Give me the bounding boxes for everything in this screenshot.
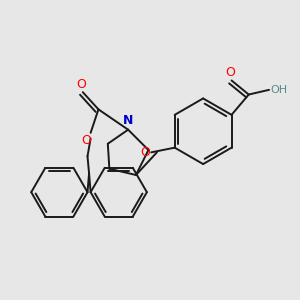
Text: O: O bbox=[225, 66, 235, 79]
Text: N: N bbox=[123, 114, 133, 127]
Text: OH: OH bbox=[271, 85, 288, 95]
Text: O: O bbox=[76, 78, 86, 91]
Text: O: O bbox=[81, 134, 91, 147]
Text: O: O bbox=[141, 146, 151, 159]
